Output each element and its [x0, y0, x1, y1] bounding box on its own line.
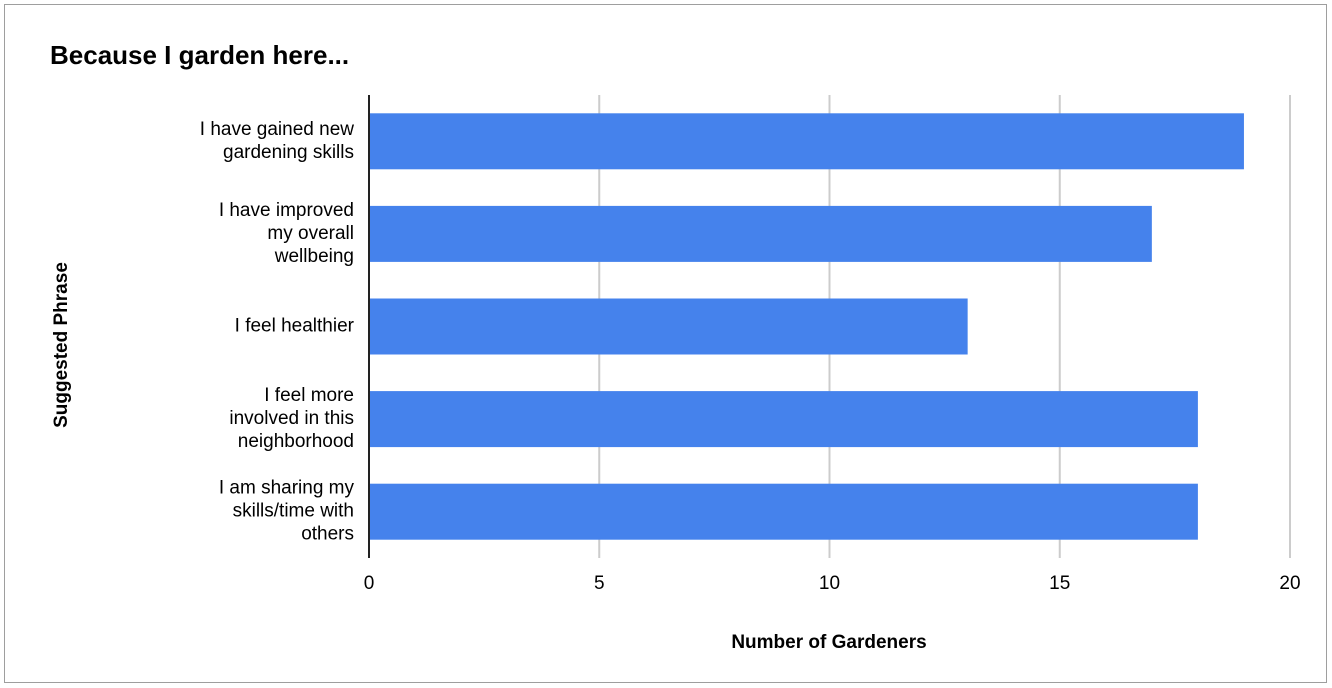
y-tick-label: neighborhood — [238, 431, 354, 452]
bar — [369, 113, 1244, 170]
y-tick-label: I feel more — [264, 385, 354, 406]
y-tick-label: I have gained new — [200, 119, 355, 140]
y-tick-label: my overall — [267, 223, 354, 244]
y-tick-label: gardening skills — [223, 142, 354, 163]
y-tick-label: wellbeing — [274, 246, 354, 267]
x-tick-label: 10 — [819, 573, 840, 594]
bar — [369, 391, 1198, 448]
bar — [369, 298, 968, 355]
y-tick-label: involved in this — [229, 408, 354, 429]
chart-title: Because I garden here... — [50, 40, 349, 70]
y-axis-title: Suggested Phrase — [51, 262, 72, 428]
y-tick-label: I have improved — [219, 200, 354, 221]
x-tick-label: 15 — [1049, 573, 1070, 594]
x-axis-title: Number of Gardeners — [731, 632, 926, 653]
bar — [369, 205, 1152, 262]
y-tick-label: I feel healthier — [235, 316, 355, 337]
x-tick-label: 5 — [594, 573, 605, 594]
x-tick-label: 0 — [364, 573, 375, 594]
y-tick-label: I am sharing my — [219, 478, 355, 499]
bar — [369, 483, 1198, 540]
x-tick-label: 20 — [1279, 573, 1300, 594]
y-tick-label: others — [301, 524, 354, 545]
y-tick-label: skills/time with — [233, 501, 354, 522]
